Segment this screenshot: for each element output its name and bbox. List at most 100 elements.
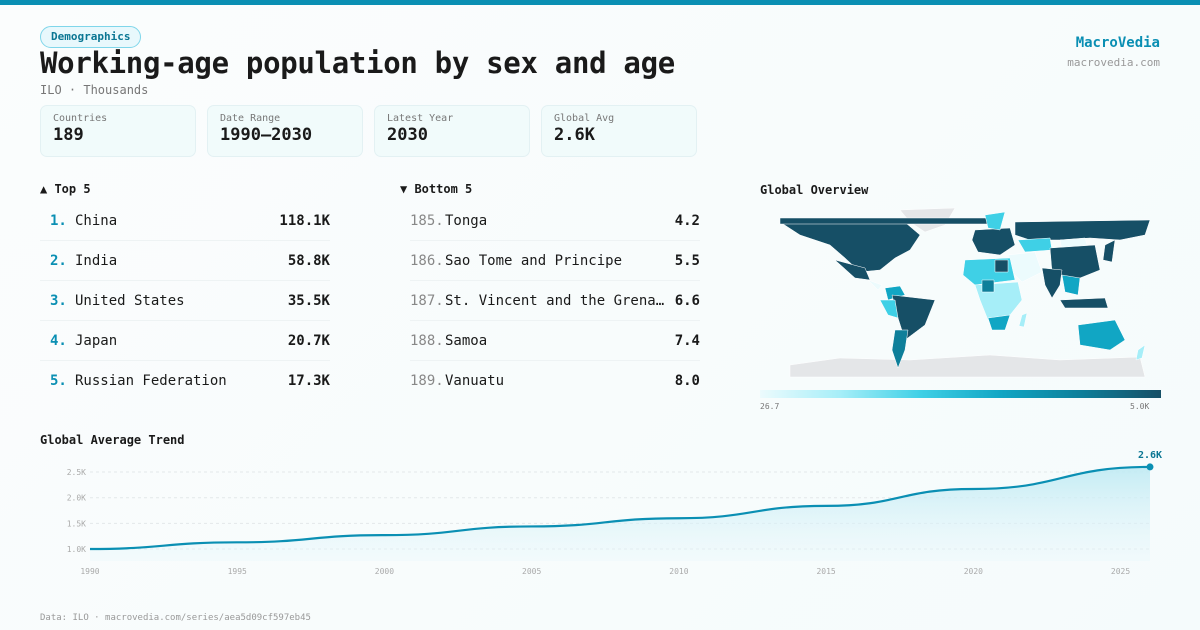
map-color-legend	[760, 390, 1161, 398]
x-tick-label: 2010	[669, 567, 688, 576]
country-europe[interactable]	[971, 227, 1016, 256]
country-value: 7.4	[674, 332, 700, 349]
country-value: 35.5K	[287, 292, 330, 309]
brand-url[interactable]: macrovedia.com	[1067, 56, 1160, 69]
list-item[interactable]: 3. United States 35.5K	[40, 281, 330, 321]
list-item[interactable]: 185. Tonga 4.2	[410, 201, 700, 241]
country-value: 6.6	[674, 292, 700, 309]
country-scandinavia[interactable]	[984, 211, 1006, 231]
country-madagascar[interactable]	[1018, 312, 1028, 328]
stat-label: Global Avg	[554, 113, 615, 124]
x-tick-label: 2005	[522, 567, 541, 576]
country-north-america[interactable]	[779, 217, 921, 273]
stat-value: 189	[53, 125, 84, 145]
legend-min: 26.7	[760, 402, 780, 411]
country-australia[interactable]	[1077, 319, 1126, 351]
country-russia[interactable]	[1014, 219, 1151, 241]
rank: 189.	[410, 373, 444, 389]
rank: 186.	[410, 252, 444, 269]
country-value: 4.2	[674, 212, 700, 229]
country-indonesia[interactable]	[1059, 297, 1109, 309]
bottom-5-heading: ▼ Bottom 5	[400, 182, 473, 196]
trend-chart: 1.0K 1.5K 2.0K 2.5K 1990 1995 2000 2005 2010 2015…	[67, 450, 1162, 576]
country-mexico[interactable]	[834, 259, 871, 281]
list-item[interactable]: 189. Vanuatu 8.0	[410, 361, 700, 401]
country-name: Sao Tome and Principe	[445, 252, 623, 269]
x-tick-label: 2015	[816, 567, 835, 576]
country-value: 8.0	[674, 373, 700, 389]
list-item[interactable]: 186. Sao Tome and Principe 5.5	[410, 241, 700, 281]
stat-card-date-range: Date Range 1990–2030	[207, 105, 363, 157]
country-south-africa[interactable]	[987, 314, 1011, 331]
end-value-label: 2.6K	[1138, 450, 1162, 461]
country-colombia-venezuela[interactable]	[884, 285, 906, 301]
top-5-heading: ▲ Top 5	[40, 182, 91, 196]
country-japan[interactable]	[1102, 239, 1116, 263]
footer-source: Data: ILO · macrovedia.com/series/aea5d0…	[40, 613, 311, 623]
brand-logo[interactable]: MacroVedia	[1075, 35, 1160, 51]
country-argentina[interactable]	[891, 329, 909, 369]
trend-title: Global Average Trend	[40, 433, 185, 447]
list-item[interactable]: 5. Russian Federation 17.3K	[40, 361, 330, 401]
top-accent-bar	[0, 0, 1200, 5]
country-name: China	[75, 212, 118, 229]
list-item[interactable]: 4. Japan 20.7K	[40, 321, 330, 361]
country-name: Tonga	[445, 212, 488, 229]
y-tick-label: 1.0K	[67, 545, 86, 554]
page-subtitle: ILO · Thousands	[40, 83, 149, 97]
rank: 2.	[50, 252, 67, 269]
list-item[interactable]: 188. Samoa 7.4	[410, 321, 700, 361]
rank: 185.	[410, 212, 444, 229]
end-point-marker	[1146, 463, 1154, 471]
x-tick-label: 2020	[964, 567, 983, 576]
stat-label: Countries	[53, 113, 108, 124]
world-map[interactable]	[760, 200, 1160, 380]
x-tick-label: 1990	[80, 567, 99, 576]
stat-card-countries: Countries 189	[40, 105, 196, 157]
country-china[interactable]	[1049, 244, 1101, 281]
stat-value: 2.6K	[554, 125, 595, 145]
stat-card-latest-year: Latest Year 2030	[374, 105, 530, 157]
country-central-asia[interactable]	[1017, 237, 1053, 253]
map-title: Global Overview	[760, 183, 869, 197]
country-central-america[interactable]	[867, 279, 883, 291]
bottom-5-list: 185. Tonga 4.2 186. Sao Tome and Principe 5.5…	[410, 201, 700, 401]
x-tick-label: 2000	[375, 567, 394, 576]
country-canada-arctic[interactable]	[779, 217, 996, 225]
trend-area	[90, 466, 1150, 561]
country-name: Samoa	[445, 332, 488, 349]
country-nigeria[interactable]	[981, 279, 995, 293]
country-new-zealand[interactable]	[1135, 344, 1146, 361]
rank: 5.	[50, 373, 67, 389]
rank: 3.	[50, 292, 67, 309]
country-peru[interactable]	[879, 299, 899, 319]
list-item[interactable]: 1. China 118.1K	[40, 201, 330, 241]
country-name: Japan	[75, 332, 118, 349]
country-value: 58.8K	[287, 252, 330, 269]
country-name: Vanuatu	[445, 373, 505, 389]
rank: 188.	[410, 332, 444, 349]
rank: 187.	[410, 292, 444, 309]
country-name: United States	[75, 292, 185, 309]
country-southeast-asia[interactable]	[1061, 274, 1081, 296]
stat-label: Latest Year	[387, 113, 454, 124]
x-tick-label: 2025	[1111, 567, 1130, 576]
country-name: St. Vincent and the Grenadines	[445, 292, 667, 309]
country-antarctica[interactable]	[789, 354, 1146, 378]
y-tick-label: 1.5K	[67, 519, 86, 528]
stat-label: Date Range	[220, 113, 281, 124]
page-title: Working-age population by sex and age	[40, 46, 675, 80]
country-india[interactable]	[1041, 267, 1063, 299]
list-item[interactable]: 187.St. Vincent and the Grenadines 6.6	[410, 281, 700, 321]
country-egypt[interactable]	[994, 259, 1009, 273]
category-badge[interactable]: Demographics	[40, 26, 142, 48]
trend-line	[89, 465, 1151, 551]
stat-cards: Countries 189 Date Range 1990–2030 Latest Ye…	[40, 105, 697, 157]
country-name: Russian Federation	[75, 373, 227, 389]
top-5-list: 1. China 118.1K 2. India 58.8K 3. United States…	[40, 201, 330, 401]
stat-value: 1990–2030	[220, 125, 313, 145]
rank: 1.	[50, 212, 67, 229]
rank: 4.	[50, 332, 67, 349]
legend-max: 5.0K	[1130, 402, 1150, 411]
list-item[interactable]: 2. India 58.8K	[40, 241, 330, 281]
